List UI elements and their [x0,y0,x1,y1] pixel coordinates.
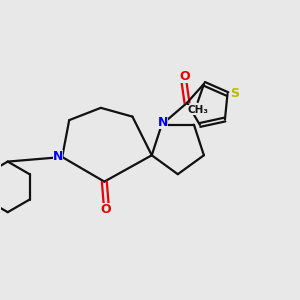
Text: N: N [158,116,168,129]
Text: O: O [179,70,190,83]
Text: CH₃: CH₃ [187,105,208,115]
Text: S: S [230,87,239,100]
Text: O: O [101,203,111,216]
Text: N: N [53,150,63,163]
